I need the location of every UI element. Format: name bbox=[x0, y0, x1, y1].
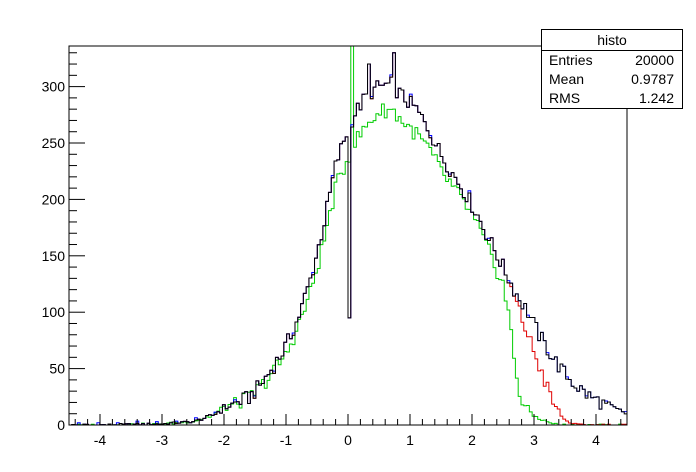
x-tick-label: 0 bbox=[344, 432, 352, 448]
y-tick-label: 100 bbox=[42, 304, 66, 320]
stat-value-mean: 0.9787 bbox=[631, 71, 674, 87]
axis-layer: -4 -3 -2 -1 0 1 2 3 4 0 50 100 150 200 250 300 bbox=[42, 52, 622, 448]
y-tick-label: 50 bbox=[49, 361, 65, 377]
stat-label-mean: Mean bbox=[549, 71, 585, 87]
series-black-line bbox=[69, 52, 628, 426]
x-tick-label: -1 bbox=[280, 432, 293, 448]
y-tick-label: 200 bbox=[42, 191, 66, 207]
y-tick-label: 150 bbox=[42, 248, 66, 264]
stat-label-rms: RMS bbox=[549, 90, 581, 106]
x-tick-label: -3 bbox=[156, 432, 169, 448]
stat-row-mean: Mean 0.9787 bbox=[542, 70, 682, 89]
stat-value-entries: 20000 bbox=[635, 52, 674, 68]
stats-box: histo Entries 20000 Mean 0.9787 RMS 1.24… bbox=[541, 29, 683, 109]
stat-row-rms: RMS 1.242 bbox=[542, 89, 682, 108]
x-tick-label: 4 bbox=[592, 432, 600, 448]
stat-row-entries: Entries 20000 bbox=[542, 51, 682, 70]
x-tick-label: 1 bbox=[406, 432, 414, 448]
y-tick-label: 300 bbox=[42, 79, 66, 95]
x-tick-label: 2 bbox=[468, 432, 476, 448]
series-layer bbox=[69, 45, 628, 426]
stat-label-entries: Entries bbox=[549, 52, 593, 68]
stats-title: histo bbox=[542, 30, 682, 51]
stat-value-rms: 1.242 bbox=[638, 90, 674, 106]
x-tick-label: -4 bbox=[94, 432, 107, 448]
y-tick-label: 250 bbox=[42, 135, 66, 151]
x-tick-label: -2 bbox=[218, 432, 231, 448]
y-tick-label: 0 bbox=[57, 417, 65, 433]
x-tick-label: 3 bbox=[530, 432, 538, 448]
